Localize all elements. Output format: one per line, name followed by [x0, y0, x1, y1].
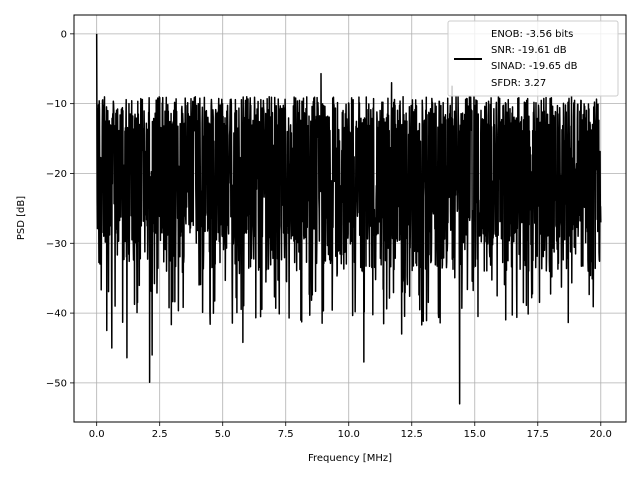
x-tick-label: 2.5: [152, 429, 168, 440]
x-tick-label: 0.0: [89, 429, 105, 440]
psd-series-path: [95, 33, 602, 405]
x-tick-label: 12.5: [401, 429, 423, 440]
y-tick-label: −50: [46, 378, 67, 389]
x-tick-label: 17.5: [527, 429, 549, 440]
y-axis: 0 −10 −20 −30 −40 −50: [46, 29, 74, 389]
legend-snr: SNR: -19.61 dB: [491, 45, 567, 56]
x-tick-label: 7.5: [278, 429, 294, 440]
x-axis-label: Frequency [MHz]: [308, 453, 392, 464]
y-tick-label: −40: [46, 309, 67, 320]
legend-enob: ENOB: -3.56 bits: [491, 29, 573, 40]
legend: ENOB: -3.56 bits SNR: -19.61 dB SINAD: -…: [447, 20, 619, 97]
series-line: [95, 33, 602, 405]
legend-sinad: SINAD: -19.65 dB: [491, 61, 578, 72]
legend-box: [447, 20, 619, 97]
y-axis-label: PSD [dB]: [16, 196, 27, 240]
x-axis: 0.0 2.5 5.0 7.5 10.0 12.5 15.0 17.5 20.0: [89, 422, 612, 440]
legend-sfdr: SFDR: 3.27: [491, 78, 546, 89]
y-tick-label: −20: [46, 169, 67, 180]
x-tick-label: 10.0: [338, 429, 360, 440]
x-tick-label: 5.0: [215, 429, 231, 440]
y-tick-label: 0: [61, 29, 67, 40]
y-tick-label: −30: [46, 239, 67, 250]
plot-frame: [73, 14, 627, 423]
y-tick-label: −10: [46, 99, 67, 110]
x-tick-label: 20.0: [590, 429, 612, 440]
x-tick-label: 15.0: [464, 429, 486, 440]
